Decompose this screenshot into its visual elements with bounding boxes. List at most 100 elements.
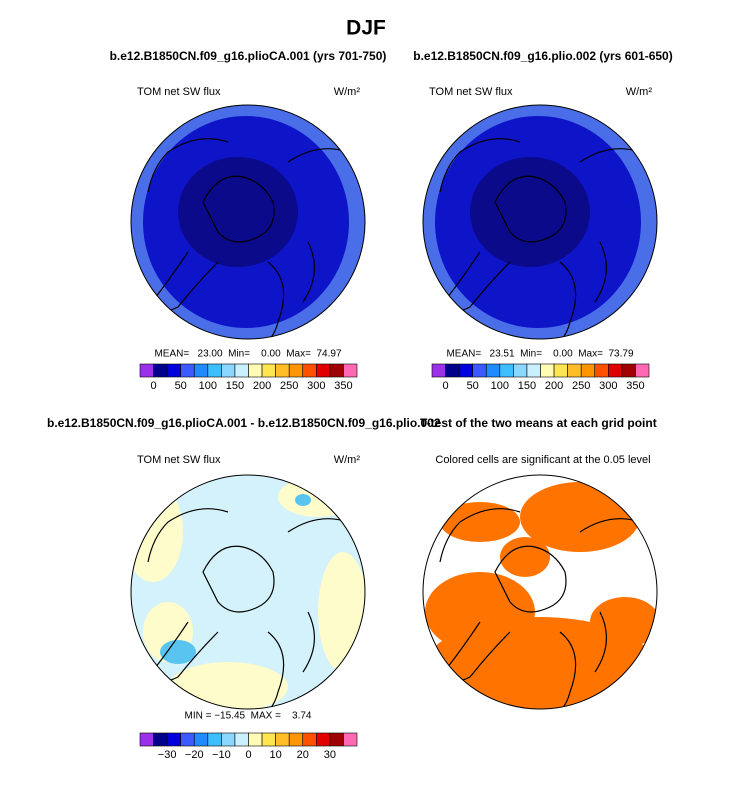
colorbar-box	[193, 732, 209, 747]
significance-area	[425, 572, 535, 652]
colorbar-box	[316, 732, 331, 747]
colorbar-box	[288, 732, 304, 747]
colorbar-box	[193, 363, 209, 378]
colorbar-box	[553, 363, 568, 378]
significance-area	[440, 502, 520, 542]
colorbar-box	[302, 363, 317, 378]
coastline	[202, 175, 275, 243]
polar-map	[130, 104, 366, 340]
coastline	[549, 261, 577, 339]
panel-subtitle: Colored cells are significant at the 0.0…	[435, 454, 650, 466]
field-patch	[168, 662, 288, 709]
coastline	[594, 241, 608, 303]
colorbar-box	[343, 363, 358, 378]
panel-left-label: TOM net SW flux	[429, 86, 513, 98]
coastline	[549, 631, 577, 709]
colorbar-label: 150	[518, 380, 536, 392]
colorbar-label: 200	[545, 380, 563, 392]
coastline	[257, 631, 285, 709]
coastline	[594, 611, 608, 673]
colorbar-box	[302, 732, 317, 747]
colorbar-label: 150	[226, 380, 244, 392]
panel-left-label: TOM net SW flux	[137, 454, 221, 466]
significance-area	[590, 597, 657, 647]
polar-map	[130, 474, 366, 710]
panel-title: b.e12.B1850CN.f09_g16.plioCA.001 (yrs 70…	[110, 49, 387, 63]
colorbar-box	[567, 363, 582, 378]
map-border	[422, 104, 658, 340]
coastline	[494, 545, 567, 613]
colorbar-box	[343, 732, 358, 747]
field-low	[295, 494, 311, 506]
colorbar-box	[540, 363, 555, 378]
panel-title: b.e12.B1850CN.f09_g16.plio.002 (yrs 601-…	[413, 49, 672, 63]
colorbar-box	[513, 363, 528, 378]
colorbar-box	[234, 732, 249, 747]
colorbar-box	[261, 363, 276, 378]
panel-units: W/m²	[626, 86, 653, 98]
colorbar-box	[221, 732, 236, 747]
colorbar-box	[580, 363, 596, 378]
colorbar-box	[166, 732, 181, 747]
colorbar-box	[608, 363, 623, 378]
colorbar-box	[316, 363, 331, 378]
coastline	[302, 611, 316, 673]
colorbar-box	[180, 732, 195, 747]
colorbar-label: 0	[151, 380, 157, 392]
colorbar-label: −10	[212, 749, 231, 761]
field-patch	[318, 552, 365, 672]
colorbar-box	[526, 363, 541, 378]
colorbar-label: 350	[334, 380, 352, 392]
map-fill	[423, 475, 657, 709]
colorbar-box	[166, 363, 181, 378]
colorbar-label: 250	[572, 380, 590, 392]
map-fill	[423, 105, 657, 339]
colorbar-label: 50	[467, 380, 479, 392]
coastline	[494, 175, 567, 243]
colorbar-box	[139, 732, 154, 747]
colorbar-box	[234, 363, 249, 378]
colorbar-label: 100	[491, 380, 509, 392]
map-stats: MEAN= 23.51 Min= 0.00 Max= 73.79	[446, 349, 633, 360]
colorbar-box	[207, 732, 222, 747]
colorbar-label: 300	[599, 380, 617, 392]
map-fill	[131, 475, 365, 709]
colorbar-label: 50	[175, 380, 187, 392]
colorbar-label: 250	[280, 380, 298, 392]
map-fill	[131, 105, 365, 339]
colorbar-label: 0	[443, 380, 449, 392]
colorbar-box	[329, 363, 344, 378]
field-core	[178, 157, 298, 267]
map-border	[422, 474, 658, 710]
map-border	[130, 474, 366, 710]
panel-left-label: TOM net SW flux	[137, 86, 221, 98]
coastline	[439, 508, 521, 563]
colorbar-label: 30	[324, 749, 336, 761]
colorbar-label: 200	[253, 380, 271, 392]
colorbar-label: 10	[270, 749, 282, 761]
map-stats: MEAN= 23.00 Min= 0.00 Max= 74.97	[154, 349, 341, 360]
polar-map	[422, 104, 658, 340]
coastline	[147, 508, 229, 563]
map-border	[130, 104, 366, 340]
panel-units: W/m²	[334, 454, 361, 466]
colorbar-label: 0	[245, 749, 251, 761]
colorbar-box	[594, 363, 609, 378]
colorbar-box	[275, 363, 290, 378]
colorbar-box	[458, 363, 473, 378]
panel-title: T-test of the two means at each grid poi…	[420, 416, 657, 430]
colorbar-box	[207, 363, 222, 378]
colorbar-box	[472, 363, 487, 378]
colorbar-box	[621, 363, 636, 378]
colorbar-box	[221, 363, 236, 378]
colorbar-box	[635, 363, 650, 378]
colorbar-box	[153, 363, 168, 378]
colorbar-box	[248, 363, 263, 378]
colorbar-box	[153, 732, 168, 747]
colorbar-box	[248, 732, 263, 747]
polar-map	[422, 474, 658, 710]
colorbar-label: −20	[185, 749, 204, 761]
colorbar-label: 20	[297, 749, 309, 761]
field-low	[160, 640, 196, 664]
